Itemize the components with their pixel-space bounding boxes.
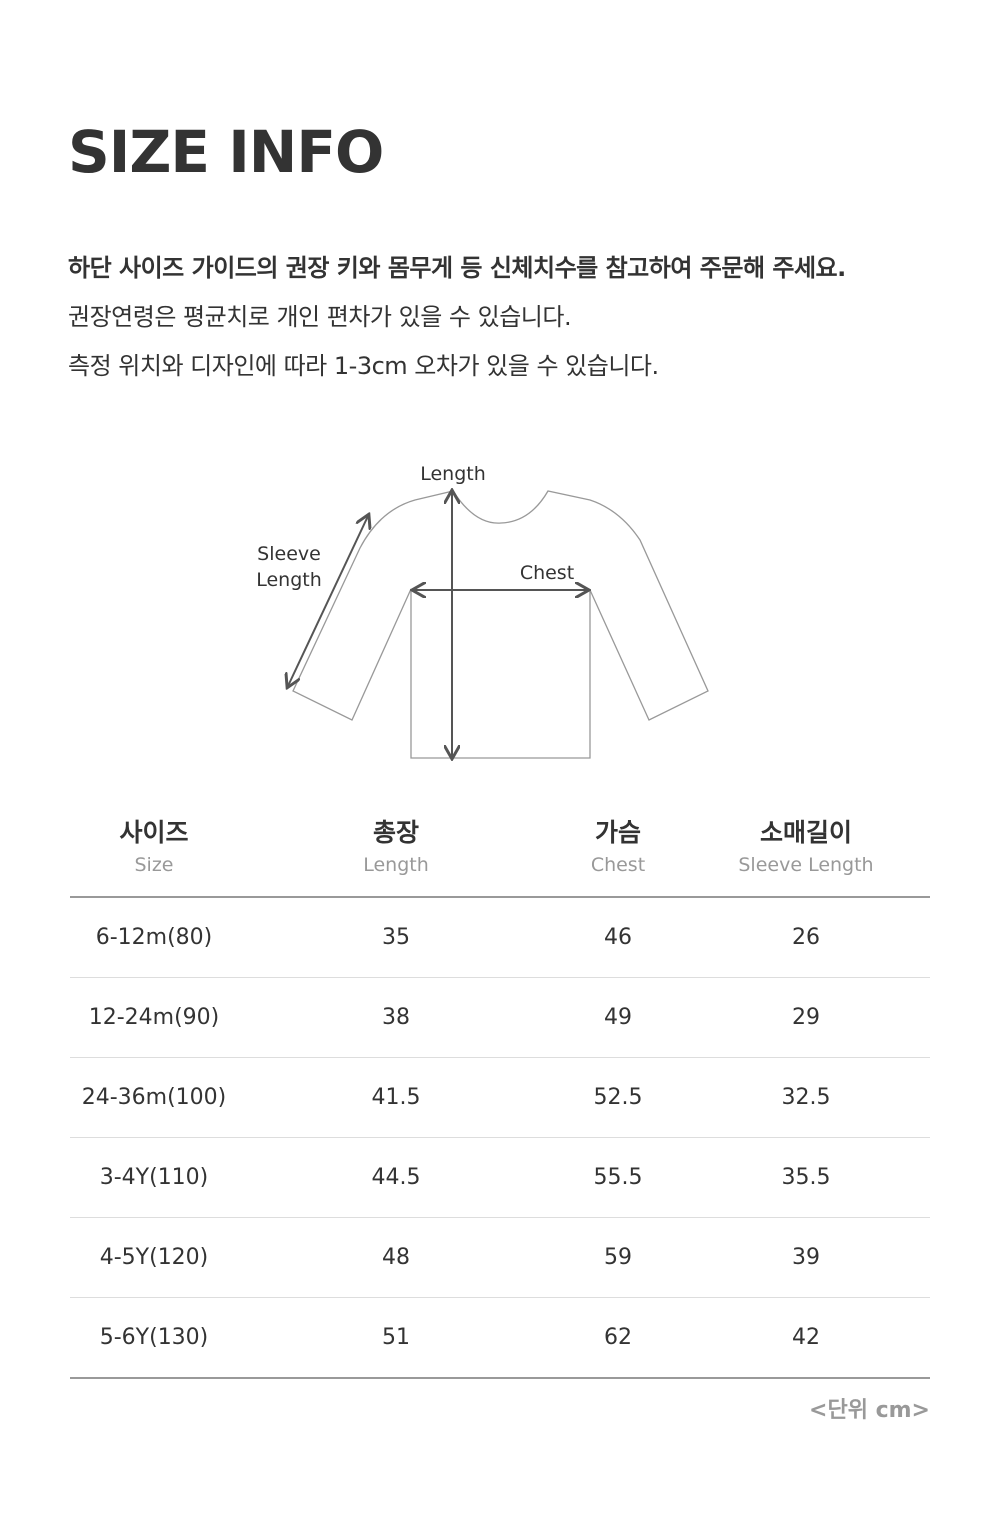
- chest-cell: 62: [554, 1297, 682, 1379]
- length-cell: 51: [238, 1297, 554, 1379]
- size-cell: 12-24m(90): [70, 977, 238, 1058]
- length-cell: 48: [238, 1217, 554, 1298]
- table-row: 4-5Y(120) 48 59 39: [70, 1217, 930, 1298]
- sleeve-cell: 35.5: [682, 1137, 930, 1218]
- size-table: 사이즈 Size 총장 Length 가슴 Chest 소매길이 Sleeve Leng…: [70, 800, 930, 1379]
- sleeve-arrow: [288, 516, 368, 686]
- table-row: 24-36m(100) 41.5 52.5 32.5: [70, 1057, 930, 1138]
- size-cell: 24-36m(100): [70, 1057, 238, 1138]
- size-cell: 5-6Y(130): [70, 1297, 238, 1379]
- chest-cell: 55.5: [554, 1137, 682, 1218]
- size-cell: 4-5Y(120): [70, 1217, 238, 1298]
- table-row: 3-4Y(110) 44.5 55.5 35.5: [70, 1137, 930, 1218]
- sleeve-label: Length: [256, 569, 322, 591]
- length-label: Length: [420, 463, 486, 485]
- header-label-en: Size: [134, 854, 174, 876]
- page-title: SIZE INFO: [68, 118, 384, 186]
- header-label-en: Length: [363, 854, 429, 876]
- table-header-row: 사이즈 Size 총장 Length 가슴 Chest 소매길이 Sleeve Leng…: [70, 800, 930, 898]
- table-row: 5-6Y(130) 51 62 42: [70, 1297, 930, 1379]
- chest-cell: 49: [554, 977, 682, 1058]
- header-label-ko: 총장: [372, 818, 419, 847]
- sleeve-cell: 39: [682, 1217, 930, 1298]
- chest-cell: 46: [554, 897, 682, 978]
- note-line: 권장연령은 평균치로 개인 편차가 있을 수 있습니다.: [68, 303, 572, 331]
- note-line: 하단 사이즈 가이드의 권장 키와 몸무게 등 신체치수를 참고하여 주문해 주…: [68, 254, 846, 282]
- table-row: 12-24m(90) 38 49 29: [70, 977, 930, 1058]
- length-cell: 41.5: [238, 1057, 554, 1138]
- header-sleeve: 소매길이 Sleeve Length: [682, 800, 930, 898]
- sleeve-cell: 29: [682, 977, 930, 1058]
- length-cell: 35: [238, 897, 554, 978]
- header-label-en: Chest: [590, 854, 646, 876]
- chest-label: Chest: [520, 562, 574, 584]
- garment-measurement-diagram: Length Sleeve Length Chest: [256, 463, 709, 770]
- length-cell: 38: [238, 977, 554, 1058]
- size-cell: 6-12m(80): [70, 897, 238, 978]
- chest-cell: 59: [554, 1217, 682, 1298]
- note-line: 측정 위치와 디자인에 따라 1-3cm 오차가 있을 수 있습니다.: [68, 352, 659, 380]
- header-size: 사이즈 Size: [70, 800, 238, 898]
- shirt-outline: [292, 490, 709, 759]
- header-chest: 가슴 Chest: [554, 800, 682, 898]
- header-label-ko: 소매길이: [759, 818, 852, 847]
- unit-note: <단위 cm>: [809, 1398, 930, 1423]
- header-label-ko: 사이즈: [119, 818, 189, 847]
- sleeve-label: Sleeve: [257, 543, 321, 565]
- header-label-ko: 가슴: [594, 818, 641, 847]
- sleeve-cell: 32.5: [682, 1057, 930, 1138]
- length-cell: 44.5: [238, 1137, 554, 1218]
- size-cell: 3-4Y(110): [70, 1137, 238, 1218]
- header-label-en: Sleeve Length: [738, 854, 874, 876]
- table-row: 6-12m(80) 35 46 26: [70, 897, 930, 978]
- size-notes: 하단 사이즈 가이드의 권장 키와 몸무게 등 신체치수를 참고하여 주문해 주…: [68, 248, 846, 395]
- sleeve-cell: 26: [682, 897, 930, 978]
- sleeve-cell: 42: [682, 1297, 930, 1379]
- chest-cell: 52.5: [554, 1057, 682, 1138]
- header-length: 총장 Length: [238, 800, 554, 898]
